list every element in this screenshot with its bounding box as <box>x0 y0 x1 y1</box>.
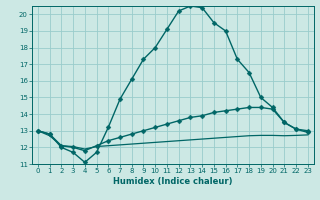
X-axis label: Humidex (Indice chaleur): Humidex (Indice chaleur) <box>113 177 233 186</box>
